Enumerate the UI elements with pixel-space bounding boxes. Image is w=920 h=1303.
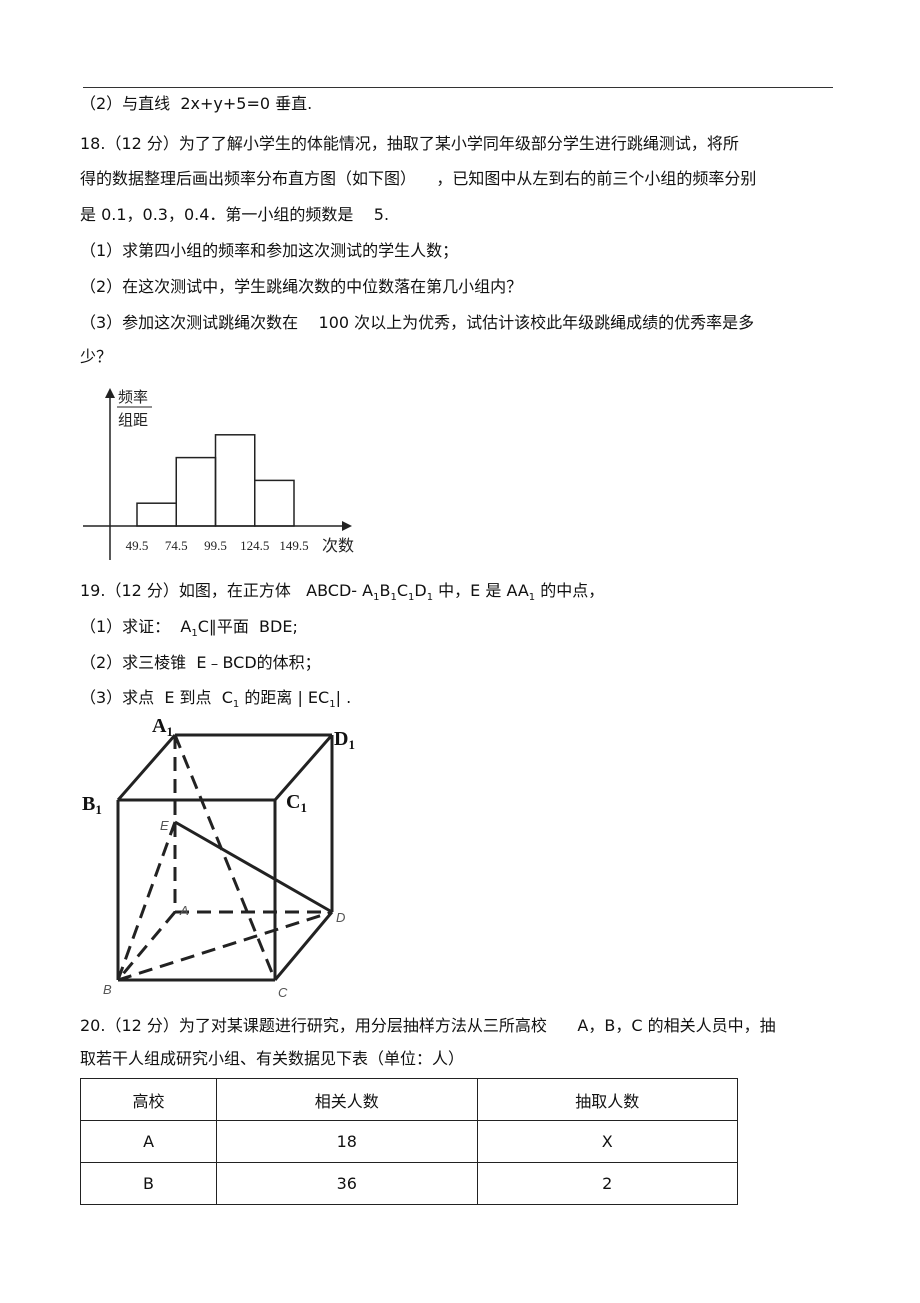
x-label: 次数 (322, 536, 354, 555)
cube-diagram (116, 733, 334, 982)
vertex-label: A1 (152, 715, 173, 739)
text-line: 20.（12 分）为了对某课题进行研究，用分层抽样方法从三所高校 A，B，C 的… (80, 1016, 776, 1036)
vertex-letter: C (286, 791, 300, 813)
text-run: （2）求三棱锥 E﹣BCD的体积； (80, 653, 321, 672)
text-run: 取若干人组成研究小组、有关数据见下表（单位：人） (80, 1049, 465, 1068)
vertex-letter: A (152, 715, 167, 737)
vertex-letter: D (334, 728, 348, 750)
text-line: （2）在这次测试中，学生跳绳次数的中位数落在第几小组内？ (80, 277, 522, 297)
subscript: 1 (408, 592, 415, 604)
vertex-subscript: 1 (95, 802, 102, 817)
histogram-bar (175, 456, 217, 527)
text-line: 得的数据整理后画出频率分布直方图（如下图） ，已知图中从左到右的前三个小组的频率… (80, 169, 756, 189)
top-rule (83, 87, 833, 88)
subscript: 1 (390, 592, 397, 604)
text-run: 得的数据整理后画出频率分布直方图（如下图） ，已知图中从左到右的前三个小组的频率… (80, 169, 757, 188)
header-cell: 抽取人数 (476, 1078, 739, 1121)
vertex-subscript: 1 (300, 800, 307, 815)
x-tick-label: 49.5 (126, 538, 149, 553)
text-run: 的中点， (535, 581, 605, 600)
y-label-bottom: 组距 (118, 411, 148, 429)
y-label-top: 频率 (118, 388, 148, 406)
histogram-bar (214, 434, 256, 527)
x-tick-label: 124.5 (240, 538, 269, 553)
dashed-edges (116, 734, 333, 982)
vertex-letter: B (103, 982, 112, 997)
subscript: 1 (191, 628, 198, 640)
subscript: 1 (232, 699, 240, 711)
text-run: 的距离 | EC (239, 688, 330, 707)
text-run: 19.（12 分）如图，在正方体 ABCD- A (80, 581, 374, 600)
text-line: （1）求证： A1C∥平面 BDE; (80, 617, 298, 644)
vertex-letter: A (179, 903, 189, 918)
text-run: （1）求证： A (80, 617, 192, 636)
vertex-label: D1 (334, 728, 355, 752)
text-line: （1）求第四小组的频率和参加这次测试的学生人数； (80, 241, 458, 261)
table-row: B 36 2 (79, 1162, 739, 1205)
text-run: （3）参加这次测试跳绳次数在 100 次以上为优秀，试估计该校此年级跳绳成绩的优… (80, 313, 755, 332)
table-cell: X (476, 1120, 739, 1163)
text-run: （2）与直线 2x+y+5=0 垂直. (80, 94, 313, 113)
table-cell: 2 (476, 1162, 739, 1205)
text-run: B (379, 581, 391, 600)
text-run: D (414, 581, 427, 600)
vertex-subscript: 1 (348, 737, 355, 752)
subscript: 1 (528, 592, 536, 604)
vertex-letter: C (278, 985, 288, 1000)
table-cell: A (79, 1120, 218, 1163)
text-line: 是 0.1，0.3，0.4．第一小组的频数是 5. (80, 205, 389, 225)
vertex-label: B1 (82, 793, 102, 817)
text-run: 少？ (80, 347, 113, 366)
text-run: （2）在这次测试中，学生跳绳次数的中位数落在第几小组内？ (80, 277, 523, 296)
text-line: （2）求三棱锥 E﹣BCD的体积； (80, 653, 321, 673)
data-table: 高校 相关人数 抽取人数 A 18 X B 36 2 (79, 1078, 739, 1205)
text-run: 是 0.1，0.3，0.4．第一小组的频数是 5. (80, 205, 390, 224)
x-tick-label: 74.5 (165, 538, 188, 553)
text-line: 19.（12 分）如图，在正方体 ABCD- A1B1C1D1 中，E 是 AA… (80, 581, 604, 608)
vertex-letter: D (336, 910, 345, 925)
vertex-label: C1 (286, 791, 307, 815)
vertex-letter: B (82, 793, 95, 815)
vertex-subscript: 1 (166, 724, 173, 739)
vertex-label: C (278, 985, 288, 1000)
subscript: 1 (373, 592, 380, 604)
text-run: | . (335, 688, 352, 707)
subscript: 1 (426, 592, 434, 604)
x-tick-label: 149.5 (279, 538, 308, 553)
table-row: A 18 X (79, 1120, 739, 1163)
table-header-row: 高校 相关人数 抽取人数 (79, 1078, 739, 1121)
table-cell: 18 (216, 1120, 478, 1163)
text-line: 18.（12 分）为了了解小学生的体能情况，抽取了某小学同年级部分学生进行跳绳测… (80, 134, 739, 154)
text-line: 少？ (80, 347, 112, 367)
header-cell: 高校 (79, 1078, 218, 1121)
vertex-label: A (179, 903, 189, 918)
text-run: 中，E 是 AA (433, 581, 529, 600)
vertex-label: D (336, 910, 345, 925)
text-line: （2）与直线 2x+y+5=0 垂直. (80, 94, 312, 114)
header-cell: 相关人数 (216, 1078, 478, 1121)
x-tick-label: 99.5 (204, 538, 227, 553)
text-run: （3）求点 E 到点 C (80, 688, 233, 707)
solid-edges (116, 733, 334, 982)
text-run: C (396, 581, 408, 600)
text-line: 取若干人组成研究小组、有关数据见下表（单位：人） (80, 1049, 464, 1069)
text-line: （3）参加这次测试跳绳次数在 100 次以上为优秀，试估计该校此年级跳绳成绩的优… (80, 313, 754, 333)
vertex-letter: E (160, 818, 169, 833)
text-run: 18.（12 分）为了了解小学生的体能情况，抽取了某小学同年级部分学生进行跳绳测… (80, 134, 739, 153)
text-run: 20.（12 分）为了对某课题进行研究，用分层抽样方法从三所高校 A，B，C 的… (80, 1016, 776, 1035)
table-cell: B (79, 1162, 218, 1205)
vertex-label: B (103, 982, 112, 997)
text-line: （3）求点 E 到点 C1 的距离 | EC1| . (80, 688, 351, 715)
text-run: C∥平面 BDE; (197, 617, 298, 636)
vertex-label: E (160, 818, 169, 833)
subscript: 1 (329, 699, 336, 711)
y-axis-arrow (105, 388, 115, 398)
text-run: （1）求第四小组的频率和参加这次测试的学生人数； (80, 241, 459, 260)
table-cell: 36 (216, 1162, 478, 1205)
histogram-bar (254, 479, 295, 527)
histogram-bar (136, 502, 177, 527)
x-axis-arrow (342, 521, 352, 531)
